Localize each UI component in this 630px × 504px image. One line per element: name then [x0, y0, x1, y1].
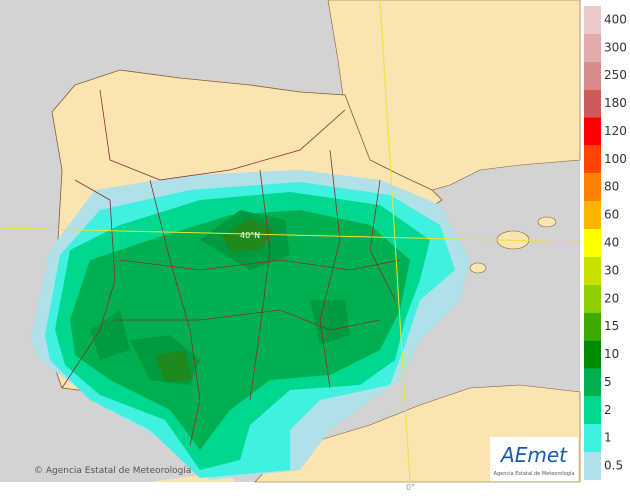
legend-label: 20 — [604, 291, 619, 305]
legend-swatch — [584, 33, 601, 62]
island — [537, 216, 557, 228]
legend-swatch — [584, 173, 601, 202]
precipitation-field — [30, 170, 470, 480]
legend-swatch — [584, 145, 601, 174]
legend-label: 400 — [604, 12, 627, 26]
legend-label: 120 — [604, 124, 627, 138]
legend-label: 100 — [604, 152, 627, 166]
meridian — [379, 0, 411, 483]
legend-swatch — [584, 284, 601, 313]
island — [469, 262, 487, 274]
legend-swatch — [584, 256, 601, 285]
legend-swatch — [584, 117, 601, 146]
legend-label: 2 — [604, 403, 612, 417]
legend-swatch — [584, 61, 601, 90]
legend-label: 250 — [604, 68, 627, 82]
legend-label: 30 — [604, 263, 619, 277]
legend-label: 1 — [604, 431, 612, 445]
legend-label: 300 — [604, 40, 627, 54]
logo-subtitle: Agencia Estatal de Meteorología — [494, 470, 575, 477]
legend-swatch — [584, 396, 601, 425]
legend-swatch — [584, 6, 601, 34]
legend-label: 180 — [604, 96, 627, 110]
logo-box — [490, 437, 578, 481]
lat-label: 40°N — [240, 231, 260, 240]
legend-swatch — [584, 229, 601, 257]
legend-swatch — [584, 368, 601, 397]
legend-label: 10 — [604, 347, 619, 361]
lon-label: 0° — [406, 483, 415, 492]
legend-swatch — [584, 340, 601, 369]
legend: 400 300 250 180 120 100 80 60 40 30 20 15 10 5 2 1 0.5 — [584, 6, 627, 480]
legend-label: 60 — [604, 208, 619, 222]
legend-swatch — [584, 424, 601, 453]
legend-label: 0.5 — [604, 459, 623, 473]
legend-swatch — [584, 452, 601, 480]
legend-label: 40 — [604, 236, 619, 250]
copyright: © Agencia Estatal de Meteorología — [34, 466, 191, 476]
parallel — [0, 227, 581, 243]
borders — [61, 89, 401, 446]
legend-label: 5 — [604, 375, 612, 389]
logo: AEmet — [499, 443, 568, 467]
legend-swatch — [584, 89, 601, 118]
legend-label: 80 — [604, 180, 619, 194]
legend-label: 15 — [604, 319, 619, 333]
legend-swatch — [584, 312, 601, 341]
legend-swatch — [584, 201, 601, 230]
